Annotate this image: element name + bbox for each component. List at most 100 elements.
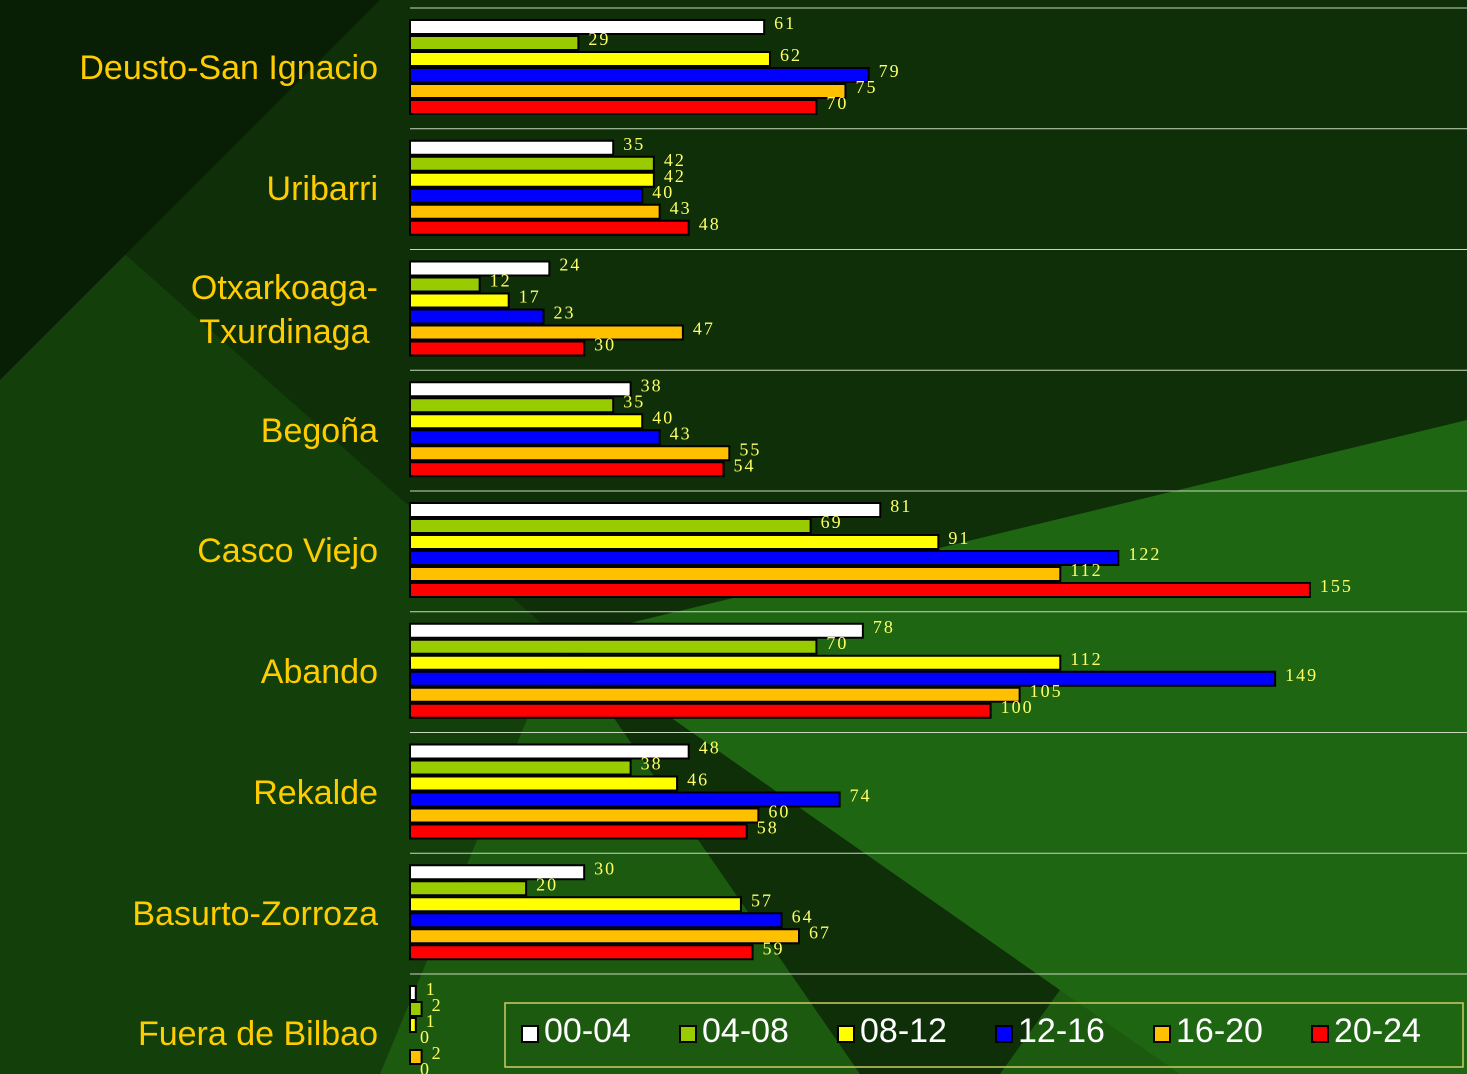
bar xyxy=(409,324,684,341)
category-label: Begoña xyxy=(260,411,378,450)
legend-label: 08-12 xyxy=(860,1012,947,1050)
bar xyxy=(409,864,586,881)
value-label: 29 xyxy=(588,29,610,49)
bar xyxy=(409,139,615,156)
bar xyxy=(409,759,632,776)
value-label: 74 xyxy=(850,786,872,806)
value-label: 155 xyxy=(1320,576,1353,596)
bar xyxy=(409,534,940,550)
bar xyxy=(409,99,818,115)
bar xyxy=(409,397,615,414)
value-label: 46 xyxy=(687,770,709,790)
value-label: 61 xyxy=(774,13,796,33)
value-label: 12 xyxy=(490,271,512,291)
bar xyxy=(409,19,766,35)
bar xyxy=(409,743,690,760)
value-label: 70 xyxy=(826,93,848,113)
value-label: 20 xyxy=(536,874,558,894)
value-label: 42 xyxy=(664,150,686,170)
value-label: 78 xyxy=(873,617,895,637)
bar xyxy=(409,702,992,719)
bar xyxy=(409,445,731,462)
bar xyxy=(409,807,760,824)
bar xyxy=(409,928,801,945)
bar xyxy=(409,518,812,534)
bar xyxy=(409,171,655,188)
bar xyxy=(409,340,586,357)
value-label: 48 xyxy=(699,738,721,758)
value-label: 17 xyxy=(519,287,541,307)
bar xyxy=(409,461,725,478)
bar xyxy=(409,155,655,172)
value-label: 58 xyxy=(757,818,779,838)
bar xyxy=(409,203,661,220)
bar xyxy=(409,1001,423,1017)
bar xyxy=(409,550,1120,566)
value-label: 23 xyxy=(554,303,576,323)
bar xyxy=(409,566,1062,582)
value-label: 81 xyxy=(890,496,912,516)
value-label: 47 xyxy=(693,319,715,339)
value-label: 42 xyxy=(664,166,686,186)
value-label: 100 xyxy=(1001,697,1034,717)
value-label: 69 xyxy=(821,512,843,532)
bar xyxy=(409,67,870,83)
value-label: 2 xyxy=(432,995,443,1015)
legend-box xyxy=(504,1002,1464,1068)
value-label: 48 xyxy=(699,214,721,234)
value-label: 40 xyxy=(652,407,674,427)
bar xyxy=(409,582,1311,598)
category-label: Abando xyxy=(260,653,378,692)
value-label: 0 xyxy=(420,1027,431,1047)
legend-swatch xyxy=(1311,1025,1329,1043)
legend-swatch xyxy=(837,1025,855,1043)
value-label: 75 xyxy=(855,77,877,97)
value-label: 112 xyxy=(1070,560,1102,580)
legend-label: 16-20 xyxy=(1176,1012,1263,1050)
bar xyxy=(409,219,690,236)
value-label: 54 xyxy=(734,455,756,475)
value-label: 35 xyxy=(623,391,645,411)
bar xyxy=(409,896,742,913)
legend-label: 00-04 xyxy=(544,1012,631,1050)
category-label: Fuera de Bilbao xyxy=(137,1015,378,1054)
bar xyxy=(409,823,748,840)
bar xyxy=(409,381,632,398)
bar xyxy=(409,654,1062,671)
legend-swatch xyxy=(679,1025,697,1043)
legend-swatch xyxy=(1153,1025,1171,1043)
value-label: 43 xyxy=(670,198,692,218)
value-label: 59 xyxy=(763,938,785,958)
bar xyxy=(409,308,545,325)
category-label: Otxarkoaga- Txurdinaga xyxy=(190,268,378,351)
value-label: 55 xyxy=(739,439,761,459)
bar xyxy=(409,276,481,293)
bar xyxy=(409,670,1277,687)
legend-label: 12-16 xyxy=(1018,1012,1105,1050)
value-label: 57 xyxy=(751,890,773,910)
value-label: 35 xyxy=(623,134,645,154)
category-label: Uribarri xyxy=(266,170,378,209)
value-label: 24 xyxy=(559,255,581,275)
bar xyxy=(409,413,644,430)
category-label: Casco Viejo xyxy=(197,532,378,571)
value-label: 30 xyxy=(594,335,616,355)
category-label: Deusto-San Ignacio xyxy=(79,49,378,88)
value-label: 38 xyxy=(641,754,663,774)
value-label: 64 xyxy=(792,906,814,926)
bar xyxy=(409,638,818,655)
bar xyxy=(409,429,661,446)
value-label: 1 xyxy=(426,979,437,999)
value-label: 149 xyxy=(1285,665,1318,685)
bar xyxy=(409,944,754,961)
bar xyxy=(409,187,644,204)
value-label: 112 xyxy=(1070,649,1102,669)
value-label: 62 xyxy=(780,45,802,65)
value-label: 70 xyxy=(826,633,848,653)
bar xyxy=(409,1017,417,1033)
value-label: 43 xyxy=(670,423,692,443)
legend-label: 04-08 xyxy=(702,1012,789,1050)
bar xyxy=(409,51,771,67)
